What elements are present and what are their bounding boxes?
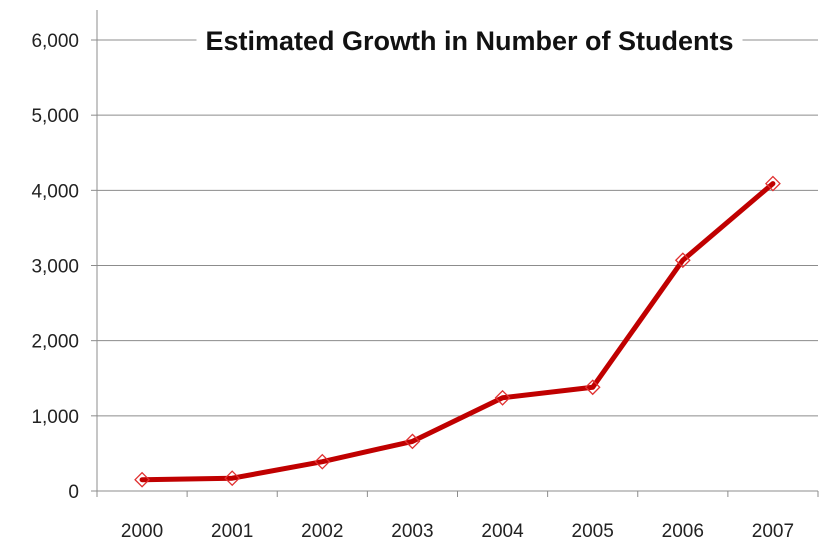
x-tick-label: 2003	[391, 521, 433, 542]
y-tick-label: 3,000	[31, 257, 79, 278]
x-tick-label: 2006	[662, 521, 704, 542]
y-tick-label: 2,000	[31, 332, 79, 353]
x-tick-label: 2007	[752, 521, 794, 542]
data-point-marker	[494, 389, 511, 406]
x-tick-label: 2002	[301, 521, 343, 542]
axes	[91, 10, 819, 497]
x-tick-label: 2001	[211, 521, 253, 542]
data-point-marker	[224, 470, 241, 487]
gridlines	[97, 39, 818, 417]
series-line	[139, 181, 776, 483]
x-tick-labels: 2000 2001 2002 2003 2004 2005 2006 2007	[121, 521, 794, 542]
data-point-marker	[314, 453, 331, 470]
data-point-marker	[404, 433, 421, 450]
title-group: Estimated Growth in Number of Students	[196, 20, 743, 60]
series-layer	[134, 175, 781, 488]
data-point-marker	[584, 379, 601, 396]
data-point-marker	[674, 252, 691, 269]
y-tick-labels: 0 1,000 2,000 3,000 4,000 5,000 6,000	[31, 31, 79, 503]
x-tick-label: 2005	[572, 521, 614, 542]
y-tick-label: 4,000	[31, 181, 79, 202]
x-tick-label: 2000	[121, 521, 163, 542]
y-tick-label: 1,000	[31, 407, 79, 428]
data-point-marker	[765, 175, 781, 192]
y-tick-label: 6,000	[31, 31, 79, 52]
data-point-marker	[134, 471, 150, 488]
title-background	[196, 20, 743, 60]
chart-title: Estimated Growth in Number of Students	[205, 26, 733, 56]
y-tick-label: 0	[68, 482, 79, 503]
y-tick-label: 5,000	[31, 106, 79, 127]
x-tick-label: 2004	[481, 521, 524, 542]
